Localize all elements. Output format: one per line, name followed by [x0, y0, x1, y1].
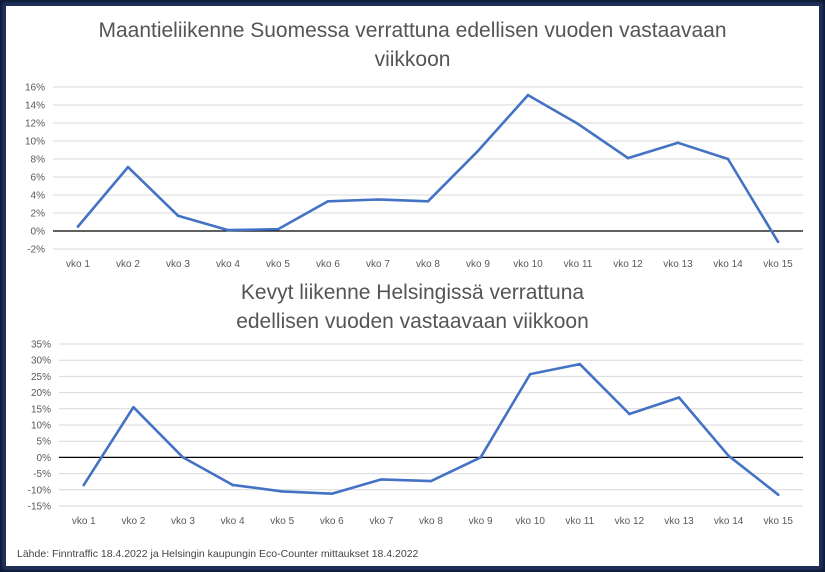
chart1-x-tick-label: vko 12 [613, 259, 643, 270]
chart2-data-point [578, 362, 582, 366]
chart1-title-line2: viikkoon [374, 48, 451, 71]
chart1-data-point [426, 200, 430, 203]
chart2-y-tick-label: -5% [33, 469, 51, 480]
chart2-y-tick-label: 30% [31, 356, 51, 367]
chart2-x-tick-label: vko 9 [469, 516, 493, 527]
chart1-y-tick-label: 16% [25, 83, 45, 94]
chart1-x-tick-label: vko 1 [66, 259, 90, 270]
chart2-y-tick-label: 25% [31, 372, 51, 383]
chart1-y-tick-label: 14% [25, 101, 45, 112]
chart2-data-point [231, 483, 234, 487]
chart2-data-point [429, 479, 433, 483]
chart2-data-point [479, 456, 482, 459]
chart1-y-tick-label: 6% [31, 173, 46, 184]
chart1-y-tick-label: 8% [31, 155, 46, 166]
chart2-y-tick-label: 10% [31, 421, 51, 432]
chart2-y-tick-label: 35% [31, 340, 51, 351]
chart1-x-tick-label: vko 4 [216, 259, 240, 270]
chart1-data-point [176, 214, 180, 217]
chart2-title-line1: Kevyt liikenne Helsingissä verrattuna [240, 281, 585, 304]
chart1-y-tick-label: 2% [31, 209, 46, 220]
chart1-x-tick-label: vko 6 [316, 259, 340, 270]
chart2-data-point [280, 490, 284, 493]
chart2-x-tick-label: vko 14 [714, 516, 744, 527]
chart1-y-tick-label: -2% [27, 245, 45, 256]
chart1-x-tick-label: vko 10 [513, 259, 543, 270]
chart2-x-tick-label: vko 5 [270, 516, 294, 527]
chart2-x-tick-label: vko 11 [565, 516, 594, 527]
chart1-data-point [526, 93, 530, 97]
chart2-y-tick-label: -15% [28, 502, 51, 513]
chart2-data-point [330, 492, 334, 495]
chart1-x-tick-label: vko 15 [763, 259, 793, 270]
chart1-x-tick-label: vko 3 [166, 259, 190, 270]
chart1-y-tick-label: 0% [31, 227, 46, 238]
chart1-data-point [576, 122, 580, 126]
chart2-data-point [82, 483, 86, 487]
chart2-x-tick-label: vko 13 [664, 516, 694, 527]
chart2-data-point [380, 478, 383, 481]
chart1-data-point [326, 200, 330, 203]
chart2-x-tick-label: vko 12 [615, 516, 645, 527]
chart1-x-tick-label: vko 7 [366, 259, 390, 270]
chart2-data-point [628, 412, 631, 416]
chart1-data-point [476, 149, 480, 153]
source-note: Lähde: Finntraffic 18.4.2022 ja Helsingi… [17, 548, 419, 560]
chart1-x-tick-label: vko 5 [266, 259, 290, 270]
chart1-x-tick-label: vko 14 [713, 259, 743, 270]
chart2-data-point [677, 396, 681, 399]
chart2-y-tick-label: 5% [37, 437, 52, 448]
chart1-data-point [126, 165, 130, 169]
chart2-title-line2: edellisen vuoden vastaavaan viikkoon [236, 310, 589, 333]
chart1-data-point [76, 225, 80, 228]
chart1-data-point [376, 198, 380, 201]
chart2-x-tick-label: vko 1 [72, 516, 96, 527]
chart2-x-tick-label: vko 4 [221, 516, 245, 527]
chart2-x-tick-label: vko 7 [369, 516, 393, 527]
chart2-data-point [727, 454, 730, 458]
chart2-y-tick-label: 15% [31, 404, 51, 415]
chart2-x-tick-label: vko 6 [320, 516, 344, 527]
chart1-data-point [676, 141, 680, 145]
chart1-x-tick-label: vko 8 [416, 259, 440, 270]
chart1-data-point [726, 157, 730, 161]
chart1-data-point [276, 227, 280, 231]
chart1-title-line1: Maantieliikenne Suomessa verrattuna edel… [98, 19, 727, 42]
chart1-x-tick-label: vko 9 [466, 259, 490, 270]
chart1-title: Maantieliikenne Suomessa verrattuna edel… [0, 16, 825, 74]
chart1-data-point [776, 240, 780, 244]
chart1-y-tick-label: 4% [31, 191, 46, 202]
chart2-x-tick-label: vko 10 [515, 516, 545, 527]
chart1-x-tick-label: vko 11 [564, 259, 593, 270]
chart2-data-point [776, 493, 780, 496]
chart1-data-point [226, 228, 230, 232]
chart2-data-point [181, 456, 185, 459]
chart2-data-point [132, 405, 135, 409]
chart1-y-tick-label: 10% [25, 137, 45, 148]
chart1-data-point [626, 156, 630, 160]
chart2-x-tick-label: vko 3 [171, 516, 195, 527]
chart1-y-tick-label: 12% [25, 119, 45, 130]
chart2-y-tick-label: 0% [37, 453, 52, 464]
chart2-x-tick-label: vko 15 [763, 516, 793, 527]
chart2-data-point [528, 372, 532, 376]
chart1-x-tick-label: vko 2 [116, 259, 140, 270]
chart2-x-tick-label: vko 2 [121, 516, 145, 527]
chart2-y-tick-label: -10% [28, 485, 51, 496]
chart2-series-line [82, 362, 780, 497]
chart2-x-tick-label: vko 8 [419, 516, 443, 527]
chart1-x-tick-label: vko 13 [663, 259, 693, 270]
chart2-y-tick-label: 20% [31, 388, 51, 399]
chart2-title: Kevyt liikenne Helsingissä verrattuna ed… [0, 278, 825, 336]
